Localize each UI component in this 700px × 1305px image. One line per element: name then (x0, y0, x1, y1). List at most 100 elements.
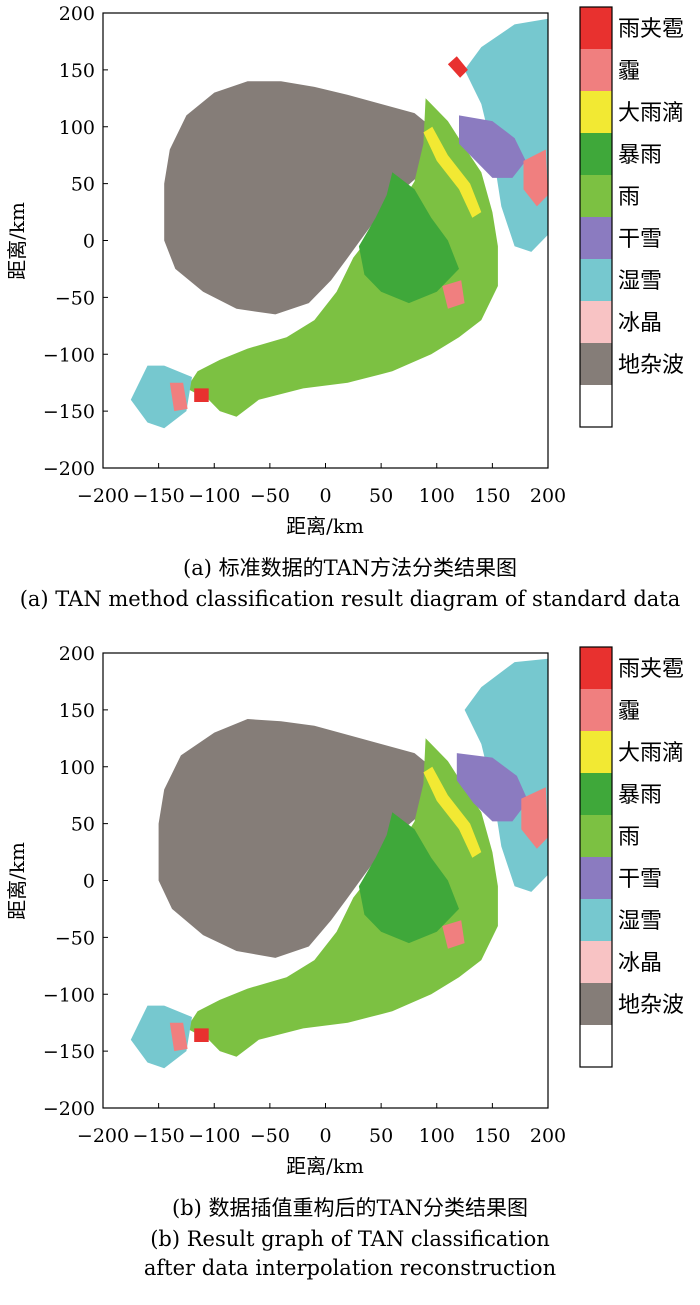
legend-swatch (580, 343, 612, 385)
x-tick-label: −150 (133, 485, 185, 507)
legend-swatch (580, 1025, 612, 1067)
y-tick-label: 0 (83, 231, 95, 253)
y-tick-label: −100 (43, 984, 95, 1006)
legend-label: 暴雨 (618, 783, 662, 808)
x-tick-label: 50 (369, 1125, 393, 1147)
y-axis-label: 距离/km (5, 842, 29, 920)
caption-b-en-line1: (b) Result graph of TAN classification (150, 1227, 550, 1251)
y-tick-label: 50 (71, 174, 95, 196)
x-tick-label: 0 (319, 1125, 331, 1147)
legend-swatch (580, 647, 612, 689)
x-axis-label: 距离/km (286, 1154, 364, 1178)
legend-label: 暴雨 (618, 143, 662, 168)
legend-label: 冰晶 (618, 951, 662, 976)
region-雨夹雹 (194, 1028, 209, 1042)
legend-label: 大雨滴 (618, 101, 684, 126)
legend-label: 湿雪 (618, 909, 662, 934)
legend-swatch (580, 175, 612, 217)
legend-frame (579, 6, 613, 428)
y-tick-label: −50 (55, 287, 95, 309)
plot-area (130, 18, 548, 429)
x-tick-label: −50 (250, 1125, 290, 1147)
y-tick-label: 100 (59, 757, 95, 779)
region-霾 (523, 149, 548, 207)
region-干雪 (459, 115, 526, 178)
y-tick-label: 100 (59, 117, 95, 139)
caption-a-cn: (a) 标准数据的TAN方法分类结果图 (183, 556, 517, 580)
legend-label: 霾 (618, 699, 640, 724)
y-tick-label: −200 (43, 1098, 95, 1120)
region-霾 (442, 280, 465, 309)
x-tick-label: −200 (77, 485, 129, 507)
legend-swatch (580, 983, 612, 1025)
region-湿雪 (130, 1005, 192, 1069)
legend-label: 干雪 (618, 227, 662, 252)
x-tick-label: 200 (530, 485, 566, 507)
region-暴雨 (358, 172, 459, 304)
x-tick-label: −150 (133, 1125, 185, 1147)
region-雨夹雹 (447, 56, 468, 78)
x-tick-label: −200 (77, 1125, 129, 1147)
x-tick-label: 0 (319, 485, 331, 507)
region-霾 (169, 1022, 188, 1052)
x-tick-label: 100 (419, 1125, 455, 1147)
legend-label: 霾 (618, 59, 640, 84)
x-tick-label: 100 (419, 485, 455, 507)
y-tick-label: 200 (59, 3, 95, 25)
x-axis-label: 距离/km (286, 514, 364, 538)
legend-swatch (580, 899, 612, 941)
legend-frame (579, 646, 613, 1068)
region-地杂波 (158, 719, 437, 958)
x-tick-label: 200 (530, 1125, 566, 1147)
region-霾 (169, 382, 188, 412)
legend-swatch (580, 815, 612, 857)
legend-label: 冰晶 (618, 311, 662, 336)
legend-swatch (580, 133, 612, 175)
legend-swatch (580, 857, 612, 899)
y-axis-label: 距离/km (5, 202, 29, 280)
region-干雪 (456, 753, 528, 822)
y-tick-label: −150 (43, 401, 95, 423)
region-霾 (521, 787, 548, 849)
chart-panel-a: −200 −150 −100 −50 0 50 100 150 200200150100500−… (5, 3, 684, 538)
chart-panel-b: −200 −150 −100 −50 0 50 100 150 200200150100500−… (5, 643, 684, 1178)
region-雨 (186, 738, 498, 1057)
region-雨夹雹 (194, 388, 209, 402)
caption-b-en-line2: after data interpolation reconstruction (143, 1256, 557, 1280)
legend-label: 地杂波 (618, 993, 684, 1018)
region-霾 (442, 920, 465, 949)
legend-label: 地杂波 (618, 353, 684, 378)
legend-swatch (580, 385, 612, 427)
legend-swatch (580, 731, 612, 773)
y-tick-label: 150 (59, 700, 95, 722)
plot-area (130, 658, 548, 1069)
axes: −200 −150 −100 −50 0 50 100 150 200200150100500−… (43, 3, 566, 507)
y-tick-label: 200 (59, 643, 95, 665)
x-tick-label: −100 (188, 1125, 240, 1147)
caption-a-en: (a) TAN method classification result dia… (19, 587, 681, 611)
legend-label: 干雪 (618, 867, 662, 892)
legend-swatch (580, 49, 612, 91)
legend-swatch (580, 689, 612, 731)
legend-swatch (580, 7, 612, 49)
y-tick-label: −200 (43, 458, 95, 480)
legend-label: 湿雪 (618, 269, 662, 294)
legend-swatch (580, 259, 612, 301)
legend-swatch (580, 941, 612, 983)
axes: −200 −150 −100 −50 0 50 100 150 200200150100500−… (43, 643, 566, 1147)
y-tick-label: −150 (43, 1041, 95, 1063)
legend-label: 雨 (618, 825, 640, 850)
y-tick-label: 50 (71, 814, 95, 836)
caption-b-cn: (b) 数据插值重构后的TAN分类结果图 (172, 1196, 528, 1220)
legend-swatch (580, 217, 612, 259)
x-tick-label: 150 (474, 1125, 510, 1147)
legend-swatch (580, 301, 612, 343)
legend-swatch (580, 773, 612, 815)
y-tick-label: −100 (43, 344, 95, 366)
y-tick-label: −50 (55, 927, 95, 949)
y-tick-label: 150 (59, 60, 95, 82)
region-大雨滴 (423, 126, 482, 218)
legend-label: 雨 (618, 185, 640, 210)
